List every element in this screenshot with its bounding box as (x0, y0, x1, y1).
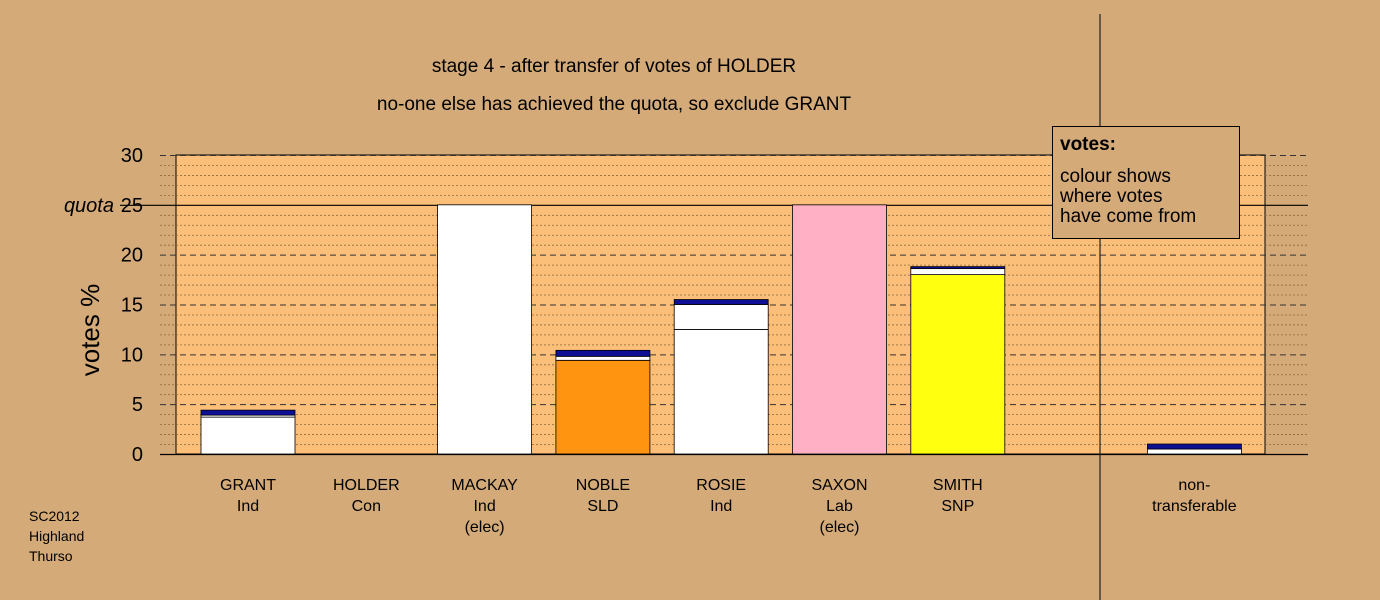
legend: votes: colour shows where votes have com… (1052, 126, 1240, 239)
legend-line: colour shows (1060, 166, 1171, 187)
bar-segment (673, 304, 769, 330)
legend-line: have come from (1060, 206, 1197, 227)
bar-segment (555, 355, 651, 361)
x-tick-label: non- (1178, 477, 1210, 494)
y-tick-label: 25 (121, 195, 143, 217)
x-tick-label: Con (352, 498, 381, 515)
bar-segment (910, 266, 1006, 270)
x-tick-label: HOLDER (333, 477, 400, 494)
y-axis-label: votes % (75, 284, 105, 377)
x-tick-label: (elec) (819, 519, 859, 536)
bar-segment (555, 359, 651, 455)
quota-label: quota (64, 195, 114, 217)
bar-segment (555, 349, 651, 357)
x-tick-label: MACKAY (451, 477, 518, 494)
x-tick-label: Ind (237, 498, 259, 515)
bar-segment (910, 268, 1006, 275)
x-tick-label: NOBLE (576, 477, 630, 494)
source-note-line: SC2012 (29, 508, 80, 524)
source-note-line: Thurso (29, 548, 73, 564)
y-tick-label: 0 (132, 444, 143, 466)
x-tick-label: SNP (941, 498, 974, 515)
x-tick-label: transferable (1152, 498, 1237, 515)
bar-segment (1147, 448, 1242, 455)
bar-segment (437, 204, 533, 455)
bar-segment (200, 409, 296, 416)
bar-segment (910, 274, 1006, 455)
bar-segment (200, 416, 296, 455)
bar-segment (792, 204, 887, 455)
y-tick-label: 10 (121, 344, 143, 366)
bar-segment (673, 299, 769, 305)
legend-line: where votes (1060, 186, 1163, 207)
x-tick-label: Lab (826, 498, 853, 515)
y-tick-label: 30 (121, 145, 143, 167)
chart-subtitle: no-one else has achieved the quota, so e… (377, 94, 852, 115)
source-note-line: Highland (29, 528, 85, 544)
y-tick-label: 20 (121, 245, 143, 267)
x-tick-label: SMITH (933, 477, 983, 494)
source-note: SC2012 Highland Thurso (29, 506, 84, 566)
x-tick-label: GRANT (220, 477, 276, 494)
legend-title: votes: (1060, 134, 1116, 155)
y-tick-label: 5 (132, 394, 143, 416)
x-tick-label: (elec) (465, 519, 505, 536)
x-tick-label: Ind (473, 498, 495, 515)
x-tick-label: ROSIE (696, 477, 746, 494)
x-tick-label: SAXON (811, 477, 867, 494)
bar-segment (673, 329, 769, 455)
chart-title: stage 4 - after transfer of votes of HOL… (432, 56, 796, 77)
bar-segment (1147, 443, 1242, 450)
x-tick-label: Ind (710, 498, 732, 515)
x-tick-label: SLD (587, 498, 618, 515)
y-tick-label: 15 (121, 295, 143, 317)
